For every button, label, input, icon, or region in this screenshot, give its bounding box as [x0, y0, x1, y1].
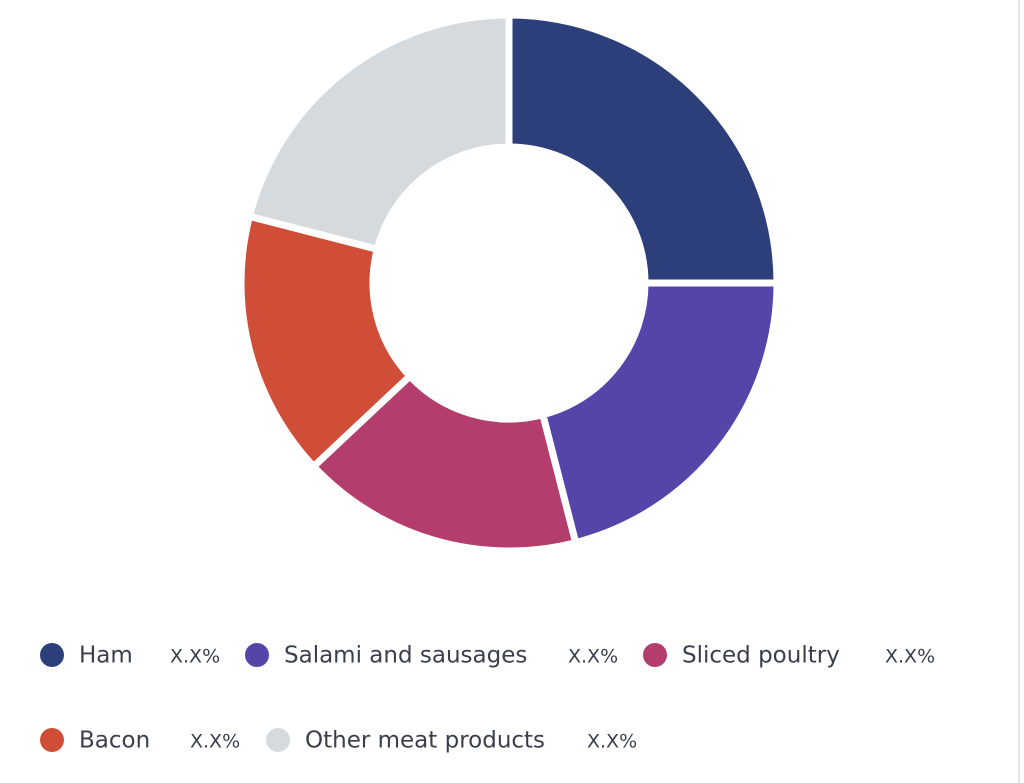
legend-value: X.X% — [885, 646, 935, 668]
legend-label: Other meat products — [305, 728, 545, 754]
legend-value: X.X% — [190, 731, 240, 753]
legend-marker — [40, 643, 64, 667]
legend-marker — [266, 728, 290, 752]
legend-value: X.X% — [587, 731, 637, 753]
donut-slice — [538, 279, 781, 547]
legend-label: Bacon — [79, 728, 150, 754]
legend-value: X.X% — [170, 646, 220, 668]
legend-marker — [40, 728, 64, 752]
legend-label: Ham — [79, 643, 133, 669]
donut-slice — [505, 11, 781, 287]
donut-slice — [237, 212, 415, 472]
donut-slice — [308, 371, 580, 555]
legend-value: X.X% — [568, 646, 618, 668]
legend-label: Salami and sausages — [284, 643, 527, 669]
legend-marker — [245, 643, 269, 667]
legend-label: Sliced poultry — [682, 643, 840, 669]
legend-marker — [643, 643, 667, 667]
donut-slice — [245, 11, 513, 254]
